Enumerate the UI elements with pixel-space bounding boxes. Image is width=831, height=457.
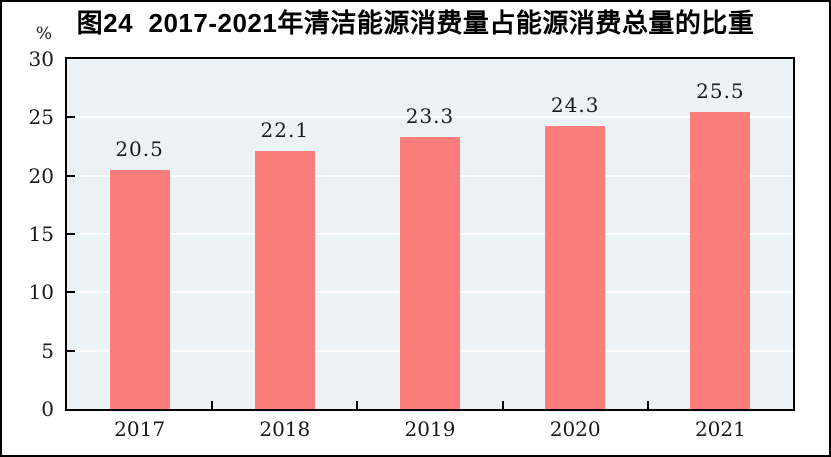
y-axis-label-10: 10	[28, 280, 54, 305]
bar-value-label-2019: 23.3	[405, 104, 455, 129]
x-axis-label-2021: 2021	[694, 417, 746, 441]
y-axis-label-0: 0	[41, 397, 54, 421]
x-axis-tick-2	[356, 401, 359, 409]
bar-value-label-2020: 24.3	[550, 92, 600, 117]
y-axis-tick-5	[67, 349, 75, 352]
bar-value-label-2017: 20.5	[115, 136, 164, 161]
chart-title: 图24 2017-2021年清洁能源消费量占能源消费总量的比重	[76, 8, 755, 38]
bar-2020	[545, 125, 606, 409]
x-axis-label-2019: 2019	[404, 417, 456, 441]
y-axis-tick-20	[67, 174, 75, 177]
x-axis-label-2020: 2020	[549, 417, 601, 441]
bar-value-label-2021: 25.5	[696, 78, 745, 103]
x-axis-label-2018: 2018	[259, 417, 311, 441]
gridline-25	[67, 116, 793, 119]
plot-area: 20.5 22.1 23.3 24.3 25.5	[65, 57, 795, 411]
y-axis-unit-label: %	[35, 24, 52, 44]
bar-2018	[254, 151, 315, 409]
y-axis-tick-10	[67, 291, 75, 294]
y-axis-label-15: 15	[28, 222, 54, 246]
y-axis-label-30: 30	[28, 47, 54, 71]
bar-value-label-2018: 22.1	[260, 118, 310, 143]
y-axis-label-20: 20	[28, 163, 54, 188]
bar-2017	[109, 169, 170, 409]
x-axis-label-2017: 2017	[114, 417, 166, 441]
y-axis-tick-25	[67, 116, 75, 119]
y-axis-label-5: 5	[41, 338, 54, 363]
x-axis-tick-1	[211, 401, 214, 409]
bar-2021	[690, 111, 751, 409]
y-axis-label-25: 25	[28, 105, 54, 130]
x-axis-tick-3	[501, 401, 504, 409]
y-axis-tick-15	[67, 233, 75, 235]
x-axis-tick-4	[646, 401, 649, 409]
bar-2019	[400, 137, 460, 409]
